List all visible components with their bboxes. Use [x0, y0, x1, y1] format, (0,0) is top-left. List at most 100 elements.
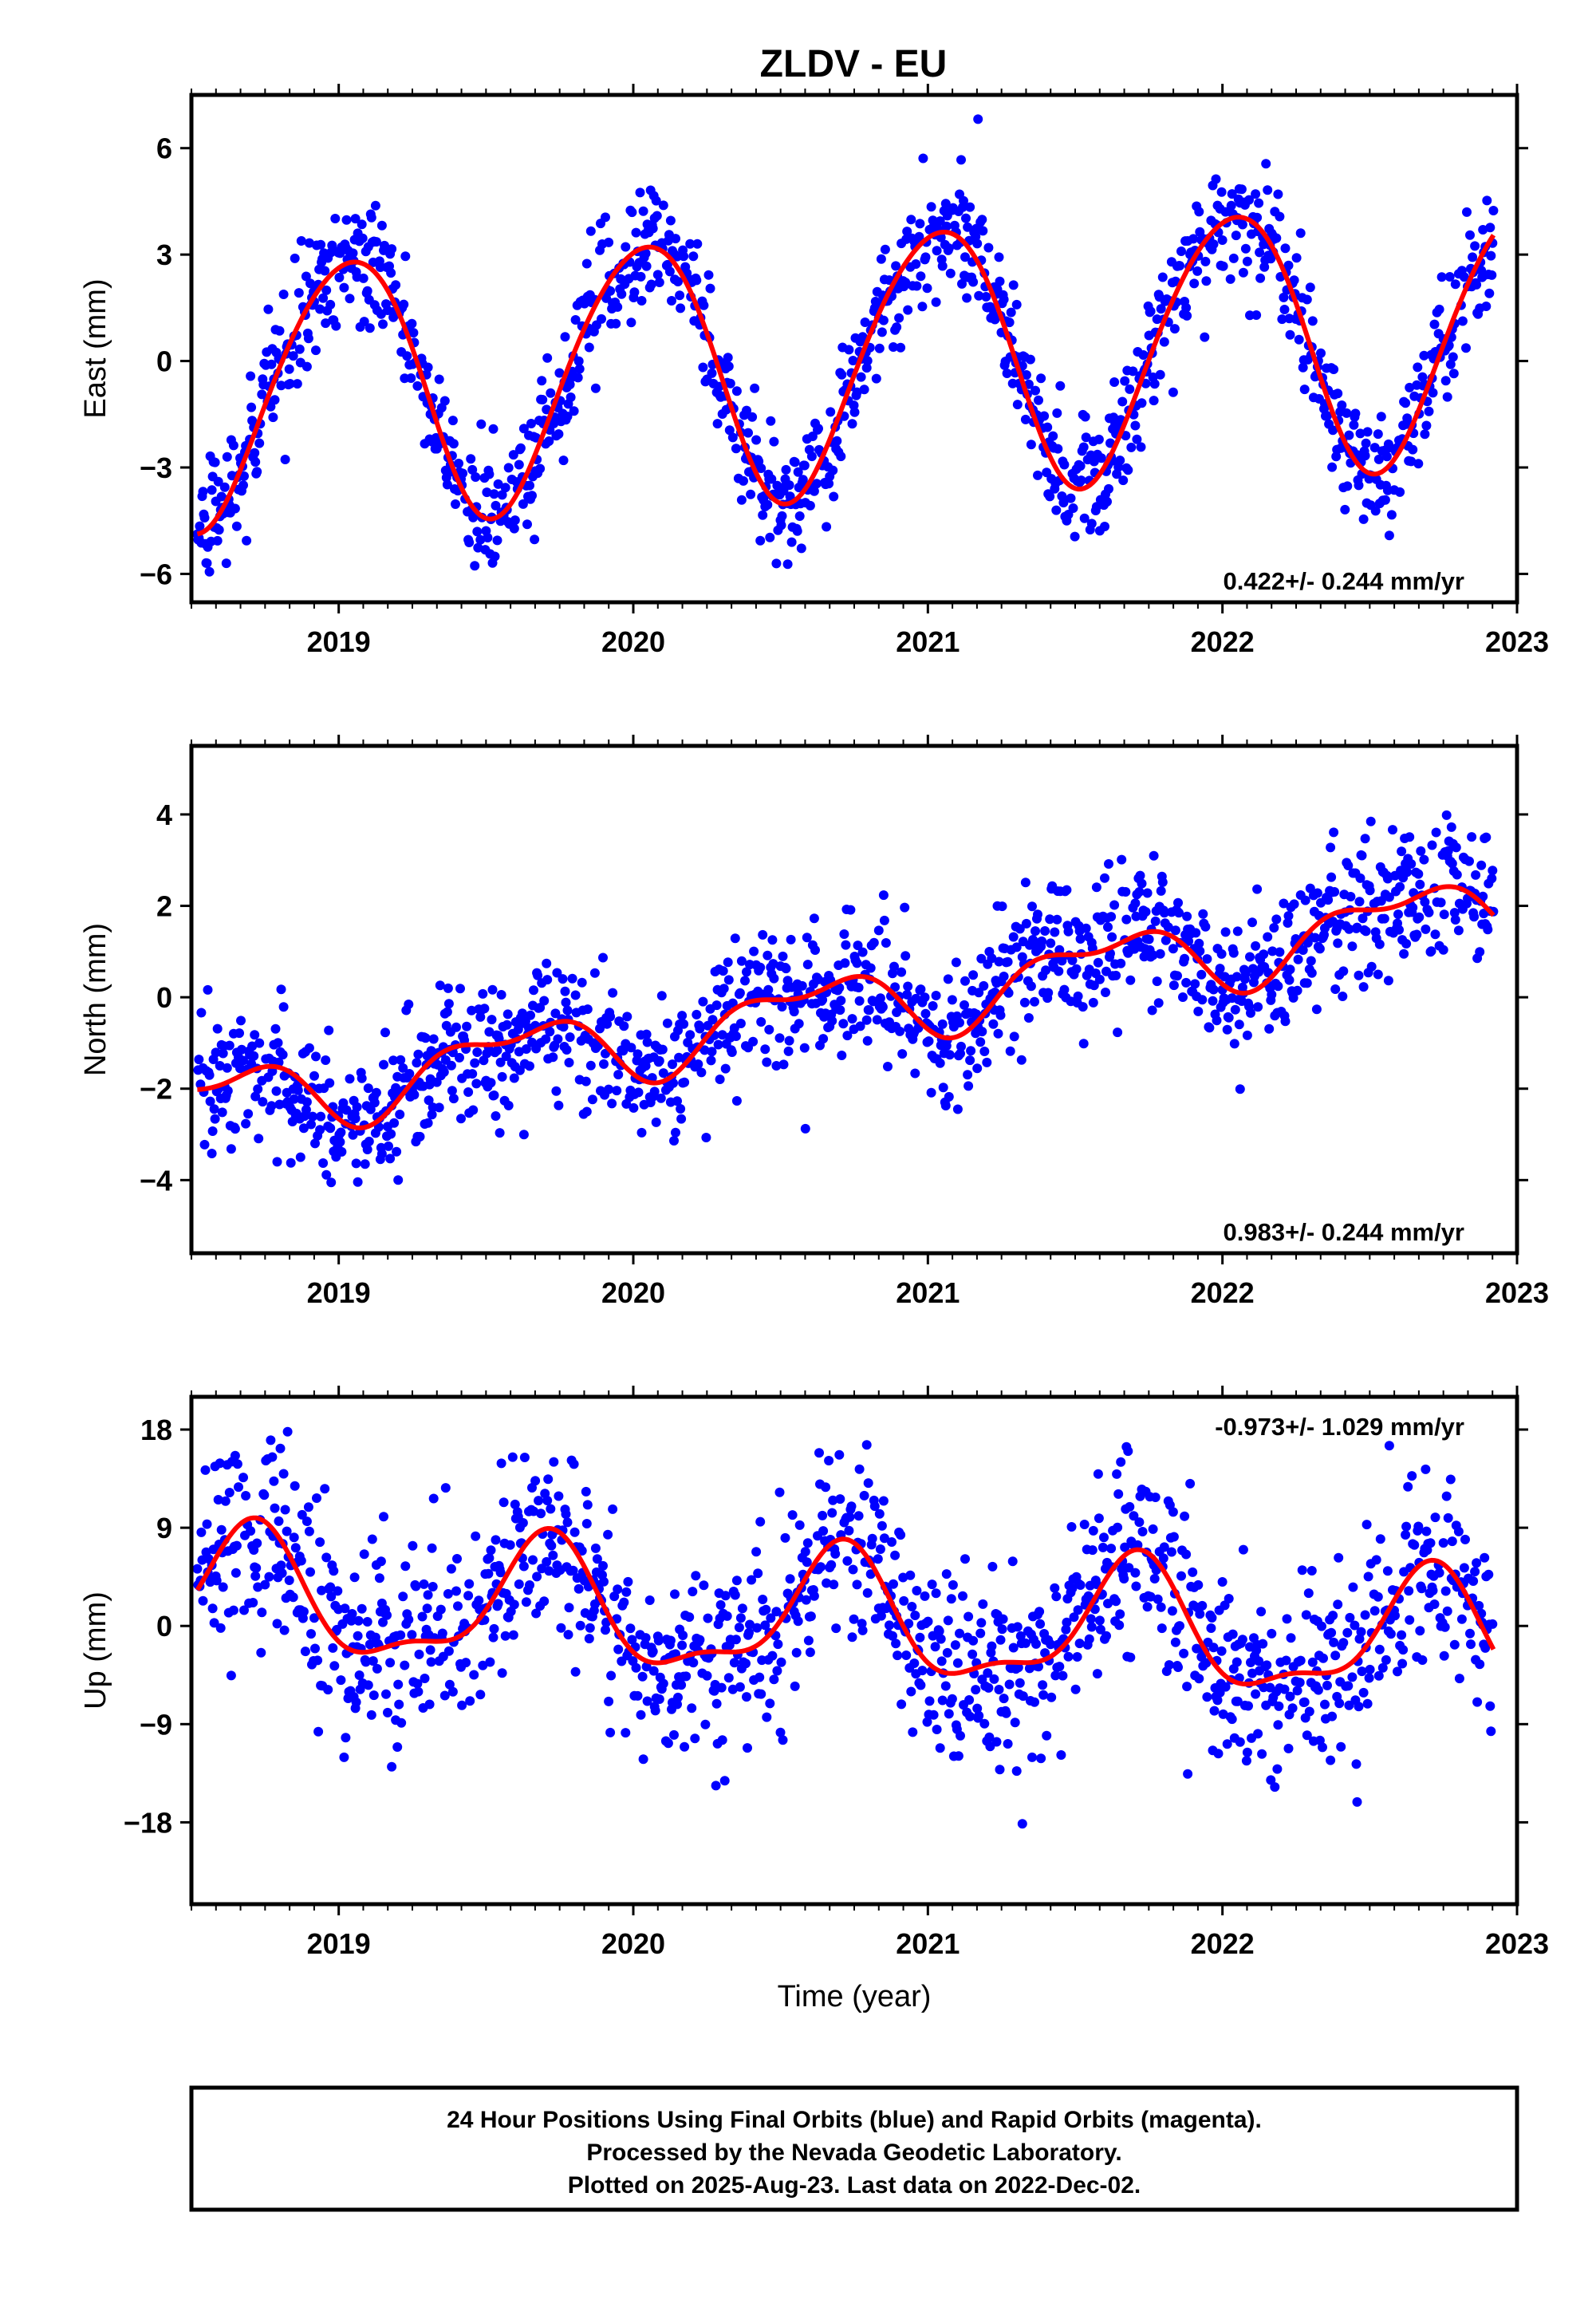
data-point — [1470, 1567, 1480, 1577]
data-point — [1096, 453, 1106, 463]
data-point — [400, 1561, 411, 1572]
data-point — [1168, 980, 1179, 991]
data-point — [213, 476, 223, 487]
data-point — [793, 467, 803, 477]
data-point — [861, 1440, 872, 1450]
data-point — [1167, 1606, 1177, 1616]
data-point — [601, 212, 610, 223]
data-point — [275, 1443, 286, 1453]
data-point — [911, 259, 921, 269]
data-point — [1280, 1016, 1291, 1027]
data-point — [1231, 1657, 1242, 1667]
data-point — [1045, 914, 1055, 925]
data-point — [325, 1123, 336, 1134]
data-point — [691, 1571, 701, 1581]
data-point — [328, 1643, 338, 1653]
data-point — [489, 1623, 499, 1634]
data-point — [901, 1650, 912, 1660]
data-point — [1102, 496, 1112, 507]
data-point — [1426, 946, 1436, 956]
data-point — [1150, 916, 1161, 926]
data-point — [794, 1520, 805, 1530]
data-point — [994, 1685, 1004, 1694]
data-point — [1390, 1611, 1400, 1621]
data-point — [1263, 932, 1273, 942]
data-point — [857, 332, 868, 342]
data-point — [404, 1069, 415, 1079]
data-point — [621, 1728, 631, 1738]
data-point — [334, 272, 345, 282]
data-point — [907, 1602, 917, 1611]
data-point — [207, 1603, 218, 1614]
data-point — [1263, 185, 1273, 195]
data-point — [1181, 977, 1192, 988]
data-point — [1267, 1628, 1277, 1639]
data-point — [396, 1630, 406, 1640]
data-point — [1202, 954, 1212, 964]
data-point — [803, 1635, 814, 1646]
data-point — [1327, 1711, 1338, 1721]
data-point — [1172, 971, 1182, 981]
data-point — [548, 1550, 558, 1560]
data-point — [231, 521, 242, 531]
data-point — [656, 1093, 666, 1103]
data-point — [1020, 1638, 1031, 1648]
data-point — [453, 1601, 463, 1611]
data-point — [1240, 968, 1251, 979]
data-point — [878, 890, 889, 901]
data-point — [1443, 1512, 1453, 1523]
data-point — [234, 1028, 244, 1039]
data-point — [1021, 918, 1031, 929]
data-point — [675, 290, 685, 301]
data-point — [842, 1031, 853, 1041]
data-point — [1042, 1730, 1052, 1741]
data-point — [294, 344, 305, 354]
up-model-line — [195, 1515, 1496, 1687]
data-point — [797, 980, 807, 991]
data-point — [266, 359, 277, 369]
data-point — [1468, 252, 1478, 262]
data-point — [865, 1569, 876, 1579]
data-point — [1439, 1650, 1449, 1661]
data-point — [1094, 1513, 1104, 1524]
data-point — [470, 1058, 480, 1068]
data-point — [658, 200, 668, 211]
data-point — [760, 1044, 770, 1055]
data-point — [1373, 454, 1384, 464]
data-point — [1405, 382, 1415, 392]
data-point — [1093, 1469, 1103, 1479]
data-point — [243, 1109, 254, 1119]
data-point — [1279, 292, 1289, 302]
data-point — [1202, 1692, 1212, 1702]
data-point — [1424, 907, 1434, 917]
data-point — [719, 984, 729, 994]
data-point — [1001, 1708, 1011, 1718]
data-point — [1034, 395, 1043, 405]
data-point — [1448, 369, 1459, 379]
data-point — [648, 1666, 659, 1676]
data-point — [638, 206, 648, 216]
data-point — [844, 345, 854, 355]
data-point — [768, 959, 778, 969]
data-point — [362, 286, 372, 296]
data-point — [896, 342, 906, 353]
data-point — [658, 1678, 668, 1689]
data-point — [313, 1726, 324, 1737]
data-point — [849, 407, 860, 417]
data-point — [916, 271, 926, 282]
data-point — [274, 1516, 284, 1526]
data-point — [1467, 832, 1477, 842]
data-point — [1442, 1606, 1452, 1616]
data-point — [828, 1495, 838, 1505]
data-point — [1013, 1662, 1023, 1673]
data-point — [1194, 1674, 1204, 1684]
data-point — [758, 929, 768, 940]
data-point — [793, 1616, 803, 1627]
data-point — [1317, 1621, 1326, 1631]
data-point — [1294, 334, 1304, 345]
data-point — [737, 1603, 747, 1614]
data-point — [900, 902, 910, 913]
data-point — [1302, 978, 1312, 988]
data-point — [1279, 305, 1290, 314]
data-point — [605, 1727, 616, 1737]
